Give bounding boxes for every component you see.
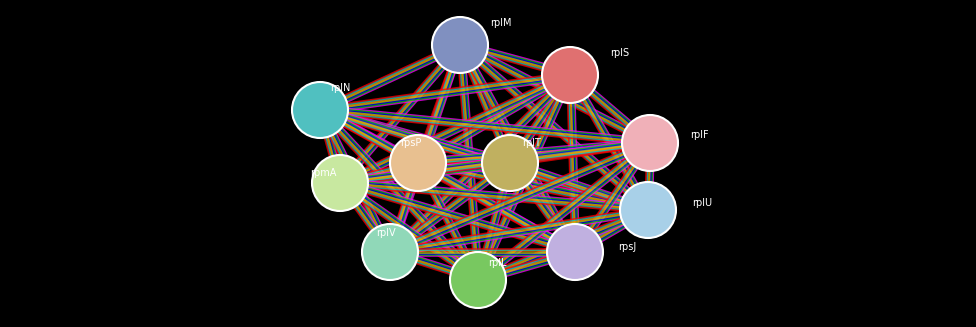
- Text: rplF: rplF: [690, 130, 709, 140]
- Text: rpsP: rpsP: [400, 138, 422, 148]
- Text: rpsJ: rpsJ: [618, 242, 636, 252]
- Text: rplM: rplM: [490, 18, 511, 28]
- Text: rplL: rplL: [488, 258, 507, 268]
- Circle shape: [547, 224, 603, 280]
- Text: rplU: rplU: [692, 198, 712, 208]
- Text: rpmA: rpmA: [310, 168, 337, 178]
- Circle shape: [542, 47, 598, 103]
- Circle shape: [292, 82, 348, 138]
- Circle shape: [312, 155, 368, 211]
- Text: rplS: rplS: [610, 48, 630, 58]
- Circle shape: [622, 115, 678, 171]
- Text: rplV: rplV: [376, 228, 395, 238]
- Circle shape: [450, 252, 506, 308]
- Circle shape: [390, 135, 446, 191]
- Circle shape: [432, 17, 488, 73]
- Circle shape: [482, 135, 538, 191]
- Text: rplN: rplN: [330, 83, 350, 93]
- Text: rplT: rplT: [522, 138, 541, 148]
- Circle shape: [620, 182, 676, 238]
- Circle shape: [362, 224, 418, 280]
